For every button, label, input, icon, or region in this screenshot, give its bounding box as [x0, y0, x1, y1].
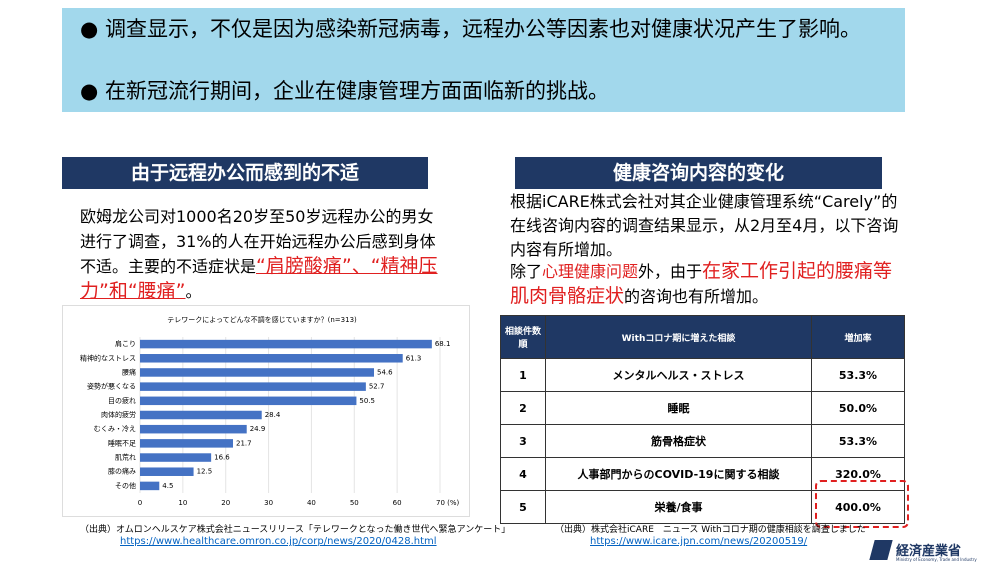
- chart-title: テレワークによってどんな不調を感じていますか？(n=313): [167, 315, 357, 324]
- text: 除了: [510, 262, 543, 281]
- paragraph: 欧姆龙公司对1000名20岁至50岁远程办公的男女进行了调查，31%的人在开始远…: [80, 204, 440, 304]
- text: 。: [185, 282, 202, 301]
- y-tick-label: 肌荒れ: [115, 453, 136, 462]
- x-tick-label: 20: [221, 499, 230, 507]
- table-body: 相談件数順 Withコロナ期に増えた相談 増加率 1 メンタルヘルス・ストレス 53.3%…: [500, 315, 905, 524]
- data-label: 24.9: [250, 425, 266, 433]
- data-label: 52.7: [369, 383, 385, 391]
- highlight: “肩膀酸痛”、“精神压力”和“腰痛”: [80, 255, 438, 302]
- source: （出典）オムロンヘルスケア株式会社ニュースリリース「テレワークとなった働き世代へ…: [80, 525, 511, 535]
- y-tick-label: その他: [115, 481, 136, 490]
- bar: [140, 354, 403, 363]
- source-url[interactable]: https://www.healthcare.omron.co.jp/corp/…: [120, 536, 437, 547]
- bar: [140, 368, 374, 377]
- data-label: 12.5: [197, 468, 213, 476]
- link[interactable]: https://www.icare.jpn.com/news/20200519/: [590, 536, 808, 547]
- header-cell: 相談件数順: [500, 315, 546, 359]
- y-tick-label: 肩こり: [115, 339, 136, 348]
- section-heading: 由于远程办公而感到的不适: [62, 157, 428, 189]
- paragraph: 除了心理健康问题外，由于在家工作引起的腰痛等肌肉骨骼症状的咨询也有所增加。: [510, 259, 900, 309]
- data-label: 50.5: [359, 397, 375, 405]
- cell: 3: [500, 424, 546, 458]
- bar: [140, 410, 262, 420]
- bar: [140, 424, 247, 434]
- data-label: 68.1: [435, 340, 451, 348]
- x-tick-label: 70 (%): [436, 499, 460, 507]
- y-tick-label: むくみ・冷え: [94, 424, 136, 433]
- cell: 2: [500, 391, 546, 425]
- highlight: 心理健康问题: [542, 262, 639, 281]
- highlight-box: [815, 480, 909, 528]
- cell: メンタルヘルス・ストレス: [545, 358, 812, 392]
- y-tick-label: 目の疲れ: [108, 396, 136, 405]
- bar: [140, 467, 194, 476]
- table: 相談件数順 Withコロナ期に増えた相談 増加率 1 メンタルヘルス・ストレス 53.3%…: [500, 315, 905, 524]
- row: 1 メンタルヘルス・ストレス 53.3%: [500, 358, 905, 392]
- bar: [140, 339, 432, 349]
- cell: 53.3%: [811, 424, 905, 458]
- x-tick-label: 60: [393, 499, 402, 507]
- logo-icon: [869, 540, 893, 560]
- header-row: 相談件数順 Withコロナ期に増えた相談 増加率: [500, 315, 905, 359]
- data-label: 4.5: [162, 482, 173, 490]
- bar: [140, 481, 160, 491]
- summary-box: ● 调查显示，不仅是因为感染新冠病毒，远程办公等因素也对健康状况产生了影响。 ●…: [62, 8, 905, 112]
- highlight: 在家工作引起的腰痛等肌肉骨骼症状: [510, 260, 893, 307]
- x-tick-label: 40: [307, 499, 316, 507]
- source-url[interactable]: https://www.icare.jpn.com/news/20200519/: [590, 536, 807, 547]
- row: 2 睡眠 50.0%: [500, 391, 905, 425]
- y-tick-label: 精神的なストレス: [80, 353, 136, 362]
- bar: [140, 396, 357, 406]
- cell: 睡眠: [545, 391, 812, 425]
- y-tick-label: 腰痛: [122, 367, 136, 376]
- x-tick-label: 30: [264, 499, 273, 507]
- header-cell: 増加率: [811, 315, 905, 359]
- data-label: 54.6: [377, 368, 393, 376]
- text: 外，由于: [638, 262, 703, 281]
- text: 的咨询也有所增加。: [624, 287, 769, 306]
- cell: 400.0%: [811, 490, 905, 524]
- y-tick-label: 肉体的疲労: [101, 410, 136, 419]
- cell: 4: [500, 457, 546, 491]
- logo-text: 経済産業省: [896, 544, 962, 559]
- y-tick-label: 睡眠不足: [108, 439, 136, 447]
- cell: 筋骨格症状: [545, 424, 812, 458]
- bar: [140, 453, 212, 462]
- x-tick-label: 0: [138, 499, 142, 507]
- bullet-text: 调查显示，不仅是因为感染新冠病毒，远程办公等因素也对健康状况产生了影响。: [105, 17, 861, 41]
- text: 欧姆龙公司对1000名20岁至50岁远程办公的男女进行了调查，31%的人在开始远…: [80, 207, 436, 276]
- data-label: 61.3: [406, 354, 422, 362]
- bullet: ● 在新冠流行期间，企业在健康管理方面面临新的挑战。: [80, 79, 609, 103]
- link[interactable]: https://www.healthcare.omron.co.jp/corp/…: [120, 536, 437, 547]
- chart: テレワークによってどんな不調を感じていますか？(n=313) 0 10 20 30 40…: [62, 305, 470, 517]
- section-heading: 健康咨询内容的变化: [515, 157, 882, 189]
- cell: 栄養/食事: [545, 490, 812, 524]
- x-tick-label: 50: [350, 499, 359, 507]
- data-label: 21.7: [236, 439, 252, 447]
- cell: 50.0%: [811, 391, 905, 425]
- cell: 53.3%: [811, 358, 905, 392]
- logo-english: Ministry of Economy, Trade and Industry: [896, 557, 977, 562]
- bullet-text: 在新冠流行期间，企业在健康管理方面面临新的挑战。: [105, 79, 609, 103]
- row: 3 筋骨格症状 53.3%: [500, 424, 905, 458]
- paragraph: 根据iCARE株式会社对其企业健康管理系统“Carely”的在线咨询内容的调查结…: [510, 192, 899, 259]
- x-tick-label: 10: [178, 499, 187, 507]
- data-label: 28.4: [265, 411, 281, 419]
- cell: 人事部門からのCOVID-19に関する相談: [545, 457, 812, 491]
- y-tick-label: 膝の痛み: [108, 467, 136, 476]
- cell: 1: [500, 358, 546, 392]
- y-tick-label: 姿勢が悪くなる: [87, 382, 136, 391]
- row: 5 栄養/食事 400.0%: [500, 490, 905, 524]
- source: （出典）株式会社iCARE ニュース Withコロナ期の健康相談を調査しました: [555, 525, 866, 535]
- header-cell: Withコロナ期に増えた相談: [545, 315, 812, 359]
- data-label: 16.6: [214, 454, 230, 462]
- cell: 5: [500, 490, 546, 524]
- bar: [140, 382, 366, 391]
- bar: [140, 439, 233, 448]
- bullet: ● 调查显示，不仅是因为感染新冠病毒，远程办公等因素也对健康状况产生了影响。: [80, 14, 880, 44]
